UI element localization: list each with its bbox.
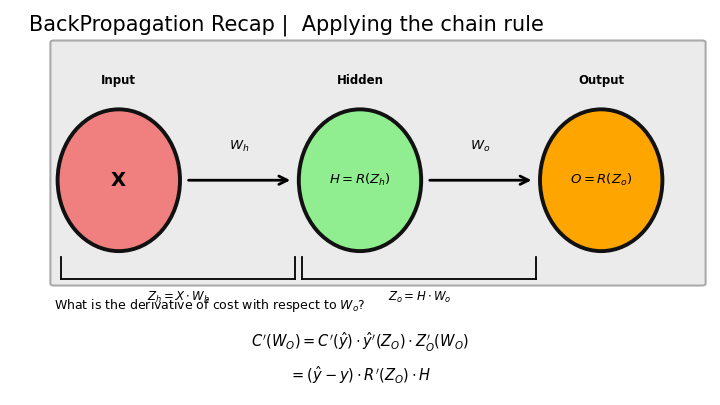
- Text: Output: Output: [578, 74, 624, 87]
- Text: $W_h$: $W_h$: [229, 139, 250, 154]
- Text: $Z_h = X \cdot W_h$: $Z_h = X \cdot W_h$: [147, 290, 210, 305]
- Text: What is the derivative of cost with respect to $W_o$?: What is the derivative of cost with resp…: [54, 297, 366, 314]
- Ellipse shape: [540, 109, 662, 251]
- Text: BackPropagation Recap |  Applying the chain rule: BackPropagation Recap | Applying the cha…: [29, 14, 544, 36]
- Ellipse shape: [58, 109, 180, 251]
- Text: $W_o$: $W_o$: [470, 139, 491, 154]
- Text: $H = R(Z_h)$: $H = R(Z_h)$: [329, 172, 391, 188]
- Text: $Z_o = H \cdot W_o$: $Z_o = H \cdot W_o$: [387, 290, 451, 305]
- Ellipse shape: [299, 109, 421, 251]
- Text: $O = R(Z_o)$: $O = R(Z_o)$: [570, 172, 632, 188]
- FancyBboxPatch shape: [50, 40, 706, 286]
- Text: Hidden: Hidden: [336, 74, 384, 87]
- Text: $\mathbf{X}$: $\mathbf{X}$: [110, 171, 127, 190]
- Text: $C'(W_O) = C'(\hat{y}) \cdot \hat{y}'(Z_O) \cdot Z_O'(W_O)$: $C'(W_O) = C'(\hat{y}) \cdot \hat{y}'(Z_…: [251, 330, 469, 354]
- Text: Input: Input: [102, 74, 136, 87]
- Text: $= (\hat{y} - y) \cdot R'(Z_O) \cdot H$: $= (\hat{y} - y) \cdot R'(Z_O) \cdot H$: [289, 364, 431, 386]
